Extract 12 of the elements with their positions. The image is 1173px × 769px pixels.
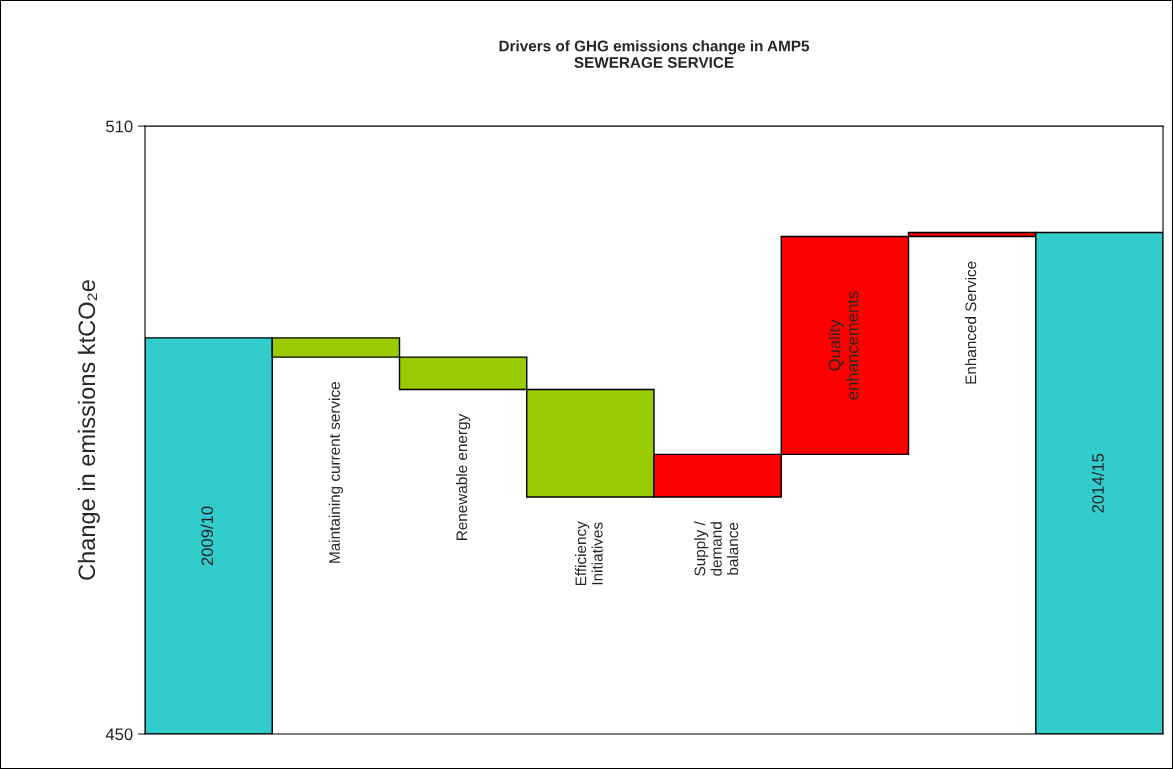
x-tick-label: Supply / demand balance bbox=[694, 521, 739, 576]
x-tick-label: 2009/10 bbox=[200, 506, 214, 566]
x-tick-label: Quality enhancements bbox=[828, 291, 859, 400]
y-tick-label: 510 bbox=[106, 120, 133, 133]
x-tick-label: Maintaining current service bbox=[328, 382, 343, 563]
x-tick-label: 2014/15 bbox=[1091, 453, 1104, 513]
x-tick-label: Renewable energy bbox=[456, 413, 471, 540]
y-tick-label: 450 bbox=[105, 728, 133, 741]
y-axis-title: Change in emissions ktCO₂e bbox=[77, 280, 100, 580]
x-tick-label: Efficiency Initiatives bbox=[575, 521, 603, 586]
x-tick-label: Enhanced Service bbox=[965, 261, 977, 384]
chart-title: Drivers of GHG emissions change in AMP5 SEWERAGE SERVICE bbox=[499, 40, 810, 68]
